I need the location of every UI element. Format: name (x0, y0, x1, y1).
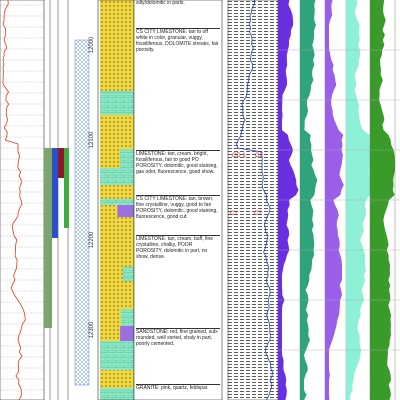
porosity-track (227, 0, 279, 400)
lithology-block (100, 104, 134, 115)
lithology-block (100, 309, 121, 326)
curve-label: CD 1 (232, 153, 246, 159)
depth-label: 12300 (89, 321, 95, 338)
depth-label: 12200 (89, 231, 95, 248)
lithology-block (100, 205, 118, 217)
lithology-block (100, 43, 134, 63)
porosity-curve (236, 0, 273, 400)
lithology-block (100, 217, 120, 230)
lithology-description: GRANITE: pink, quartz, feldspar. (136, 384, 220, 391)
lithology-description: LIMESTONE: tan, cream, bright, fossilife… (136, 150, 220, 175)
lithology-block (100, 185, 134, 192)
lithology-block (100, 192, 134, 199)
lithology-block (100, 149, 121, 168)
lithology-block (100, 63, 122, 70)
lithology-block (100, 347, 134, 370)
hatch-column (74, 39, 90, 386)
lithology-description: CS CITY LIMESTONE: tan, brown, fine crys… (136, 195, 220, 220)
lithology-block (100, 244, 134, 267)
lithology-block (100, 296, 118, 309)
lithology-block (100, 281, 122, 296)
lithology-block (100, 26, 134, 43)
lithology-description: SANDSTONE: red, fine grained, sub-rounde… (136, 328, 220, 347)
zone-bar (52, 148, 58, 238)
lithology-block (100, 0, 134, 20)
lithology-block (100, 267, 123, 281)
lithology-column (97, 0, 135, 400)
lithology-description: silty/dolomitic in parts. (136, 0, 185, 6)
lithology-block (100, 370, 134, 388)
lithology-block (100, 20, 120, 26)
curve-label: C2 (255, 153, 263, 159)
zone-bar (58, 148, 64, 178)
zone-bar (44, 148, 52, 328)
depth-label: 12000 (89, 36, 95, 53)
lithology-block (100, 388, 134, 400)
lithology-block (100, 123, 134, 136)
curve-label: C2 (254, 211, 262, 217)
lithology-block (100, 115, 112, 123)
lithology-block (100, 326, 121, 341)
lithology-block (100, 115, 134, 123)
gr-curve (2, 0, 26, 400)
lithology-block (100, 136, 117, 149)
lithology-description: CS CITY LIMESTONE: tan to off white in c… (136, 28, 220, 53)
lithology-block (100, 168, 134, 185)
lithology-block (100, 91, 134, 97)
zone-bar (64, 148, 69, 228)
lithology-description: LIMESTONE: tan, cream, buff, fine crysta… (136, 235, 220, 260)
depth-label: 12100 (89, 131, 95, 148)
lithology-block (100, 341, 134, 347)
lithology-block (100, 97, 134, 104)
lithology-block (100, 230, 117, 244)
description-column (133, 0, 223, 400)
lithology-block (100, 199, 134, 205)
lithology-block (100, 70, 134, 91)
curve-label: C1 (230, 211, 238, 217)
